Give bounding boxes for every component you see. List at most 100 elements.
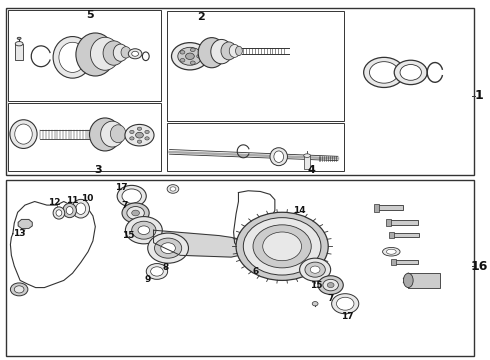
Ellipse shape (59, 42, 86, 72)
Circle shape (337, 297, 354, 310)
Ellipse shape (113, 44, 128, 61)
Circle shape (117, 185, 147, 207)
Circle shape (394, 60, 427, 85)
Circle shape (327, 283, 334, 288)
Circle shape (180, 50, 185, 54)
Bar (5, 180, 474, 356)
Circle shape (10, 283, 28, 296)
Ellipse shape (274, 151, 284, 162)
Ellipse shape (211, 40, 232, 64)
Circle shape (332, 294, 359, 314)
Circle shape (130, 130, 134, 134)
Text: 16: 16 (470, 260, 488, 273)
Ellipse shape (229, 44, 240, 57)
Bar (389, 220, 418, 225)
Ellipse shape (56, 210, 62, 216)
Circle shape (170, 187, 176, 191)
Text: 4: 4 (307, 165, 315, 175)
Polygon shape (18, 220, 32, 228)
Circle shape (122, 203, 149, 223)
Bar (374, 204, 379, 212)
Circle shape (180, 58, 185, 62)
Text: 7: 7 (121, 201, 127, 210)
Circle shape (130, 137, 134, 140)
Circle shape (244, 218, 321, 275)
Circle shape (127, 207, 145, 220)
Polygon shape (10, 202, 96, 288)
Circle shape (299, 258, 331, 281)
Circle shape (190, 61, 195, 64)
Circle shape (137, 140, 142, 143)
Circle shape (236, 212, 328, 280)
Ellipse shape (270, 148, 288, 166)
Text: 6: 6 (252, 267, 259, 276)
Bar (8, 10, 161, 101)
Ellipse shape (221, 42, 237, 60)
Bar (392, 259, 396, 265)
Ellipse shape (10, 120, 37, 148)
Circle shape (263, 232, 301, 261)
Ellipse shape (304, 154, 311, 157)
Ellipse shape (383, 247, 400, 256)
Text: 17: 17 (115, 183, 127, 192)
Ellipse shape (403, 273, 413, 288)
Ellipse shape (72, 199, 90, 218)
Bar (377, 206, 403, 211)
Circle shape (150, 267, 163, 276)
Bar (8, 103, 161, 171)
Text: 2: 2 (197, 12, 204, 22)
Polygon shape (234, 191, 275, 248)
Ellipse shape (76, 33, 115, 76)
Ellipse shape (387, 249, 396, 254)
Ellipse shape (90, 118, 121, 151)
Ellipse shape (103, 41, 124, 65)
Circle shape (190, 48, 195, 51)
Ellipse shape (53, 37, 92, 78)
Ellipse shape (76, 203, 86, 215)
Bar (167, 12, 344, 121)
Circle shape (137, 127, 142, 130)
Circle shape (125, 217, 162, 244)
Text: 5: 5 (87, 10, 94, 20)
Text: 11: 11 (66, 196, 79, 205)
Circle shape (14, 286, 24, 293)
Circle shape (122, 189, 142, 203)
Circle shape (369, 62, 398, 83)
Circle shape (323, 279, 339, 291)
Ellipse shape (236, 46, 243, 55)
Ellipse shape (66, 207, 73, 215)
Text: 15: 15 (122, 231, 134, 240)
Text: 8: 8 (163, 264, 169, 273)
Circle shape (125, 125, 154, 146)
Circle shape (172, 42, 208, 70)
Circle shape (167, 185, 179, 193)
Bar (304, 156, 310, 169)
Circle shape (364, 57, 404, 87)
Circle shape (145, 130, 149, 134)
Circle shape (138, 226, 149, 234)
Text: 3: 3 (94, 165, 101, 175)
Text: 13: 13 (13, 229, 25, 238)
Text: 7: 7 (327, 294, 334, 303)
Circle shape (312, 302, 318, 306)
Text: 15: 15 (310, 280, 322, 289)
Text: 12: 12 (48, 198, 60, 207)
Circle shape (154, 238, 182, 258)
Bar (394, 260, 418, 264)
Bar (5, 8, 474, 175)
Ellipse shape (121, 46, 131, 58)
Text: 14: 14 (293, 206, 305, 215)
Circle shape (147, 264, 168, 279)
Ellipse shape (110, 125, 126, 143)
Circle shape (305, 262, 325, 277)
Ellipse shape (53, 207, 65, 219)
Bar (408, 273, 440, 288)
Ellipse shape (15, 124, 32, 144)
Bar (167, 123, 344, 171)
Circle shape (136, 132, 144, 138)
Circle shape (318, 276, 343, 294)
Circle shape (400, 64, 421, 80)
Ellipse shape (91, 37, 120, 70)
Bar (15, 44, 23, 60)
Polygon shape (153, 230, 248, 257)
